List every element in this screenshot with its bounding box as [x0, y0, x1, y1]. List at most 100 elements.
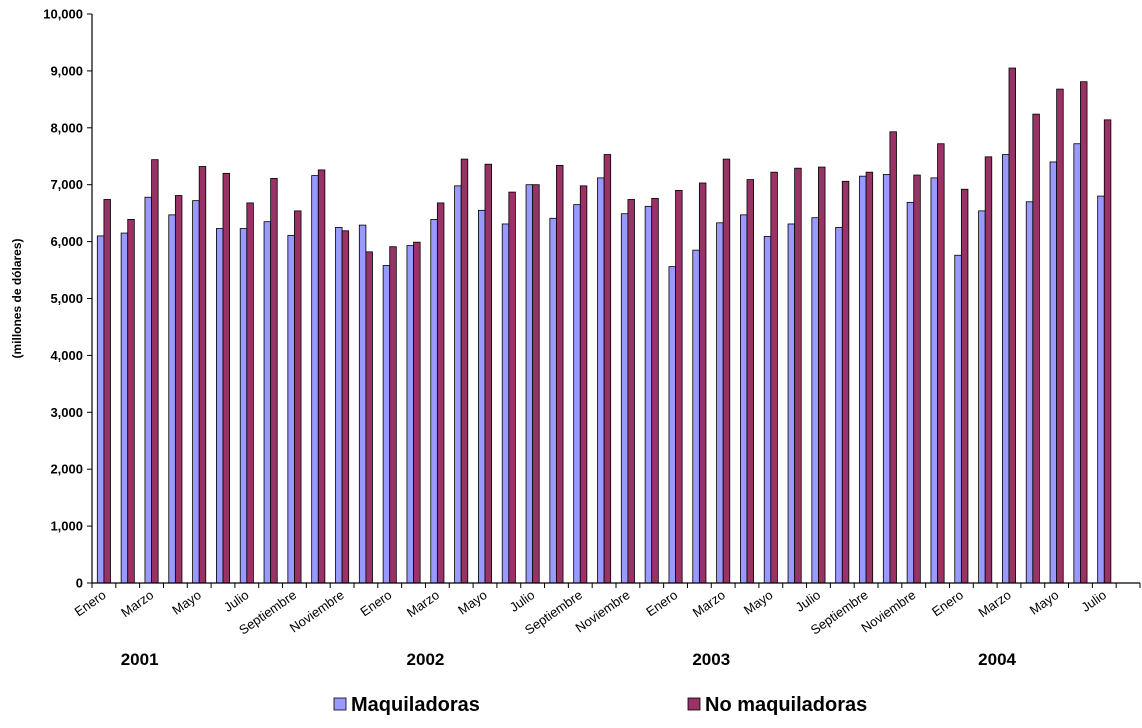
bar-maquiladoras: [573, 204, 581, 584]
bar-no-maquiladoras: [222, 172, 230, 584]
bars-group: [96, 67, 1112, 584]
bar-maquiladoras: [215, 228, 224, 584]
x-tick-label: Marzo: [690, 587, 728, 620]
bar-no-maquiladoras: [841, 180, 850, 584]
bar-maquiladoras: [406, 245, 414, 584]
y-tick-label: 1,000: [50, 519, 83, 534]
bar-no-maquiladoras: [651, 197, 659, 584]
year-labels-group: 2001 2002 2003 2004: [121, 650, 1017, 669]
bar-maquiladoras: [954, 254, 962, 584]
bar-maquiladoras: [477, 209, 486, 584]
bar-maquiladoras: [1073, 143, 1081, 584]
bar-no-maquiladoras: [365, 251, 373, 584]
y-tick-label: 10,000: [43, 7, 83, 22]
bar-no-maquiladoras: [341, 230, 350, 584]
bar-no-maquiladoras: [556, 164, 564, 584]
y-tick-label: 7,000: [50, 177, 83, 192]
x-tick-label: Marzo: [976, 587, 1014, 620]
bar-maquiladoras: [668, 266, 676, 584]
x-tick-label: Noviembre: [573, 587, 633, 635]
bar-maquiladoras: [1002, 154, 1010, 584]
bar-maquiladoras: [192, 200, 200, 584]
bar-no-maquiladoras: [103, 199, 111, 584]
bar-maquiladoras: [501, 223, 510, 584]
bar-maquiladoras: [454, 185, 462, 584]
y-tick-label: 6,000: [50, 234, 83, 249]
bar-maquiladoras: [859, 175, 867, 584]
bar-maquiladoras: [287, 234, 295, 584]
x-tick-label: Julio: [221, 587, 252, 615]
legend-label: Maquiladoras: [351, 694, 480, 716]
bar-no-maquiladoras: [770, 171, 778, 584]
x-tick-label: Marzo: [118, 587, 156, 620]
y-ticks-group: 0 1,000 2,000 3,000 4,000 5,000 6,000 7,000 8,00…: [43, 7, 92, 591]
bar-maquiladoras: [168, 214, 176, 584]
bar-maquiladoras: [597, 177, 605, 584]
bar-maquiladoras: [978, 210, 986, 584]
x-tick-label: Noviembre: [858, 587, 918, 635]
bar-no-maquiladoras: [579, 185, 588, 584]
y-tick-label: 9,000: [50, 63, 83, 78]
bar-no-maquiladoras: [794, 167, 802, 584]
bar-maquiladoras: [740, 214, 748, 584]
y-tick-label: 0: [76, 576, 83, 591]
bar-maquiladoras: [930, 177, 938, 584]
y-tick-label: 5,000: [50, 291, 83, 306]
bar-no-maquiladoras: [1008, 67, 1016, 584]
bar-maquiladoras: [1097, 195, 1105, 584]
x-tick-label: Julio: [793, 587, 824, 615]
bar-no-maquiladoras: [1080, 81, 1088, 584]
bar-no-maquiladoras: [508, 191, 516, 584]
bar-no-maquiladoras: [1103, 119, 1112, 584]
bar-maquiladoras: [716, 222, 724, 584]
bar-maquiladoras: [311, 175, 319, 584]
bar-no-maquiladoras: [460, 158, 469, 584]
bar-no-maquiladoras: [889, 131, 897, 584]
legend-label: No maquiladoras: [705, 694, 867, 716]
y-axis-label-group: (millones de dólares): [10, 238, 24, 358]
bar-maquiladoras: [1049, 161, 1058, 584]
bar-no-maquiladoras: [1032, 113, 1040, 584]
bar-maquiladoras: [644, 205, 653, 584]
bar-no-maquiladoras: [1056, 88, 1064, 584]
bar-maquiladoras: [239, 228, 248, 584]
bar-no-maquiladoras: [675, 189, 683, 584]
bar-no-maquiladoras: [722, 158, 731, 584]
bar-no-maquiladoras: [484, 163, 492, 584]
year-label: 2004: [978, 650, 1016, 669]
bar-no-maquiladoras: [627, 199, 635, 584]
bar-maquiladoras: [1025, 201, 1034, 584]
bar-no-maquiladoras: [818, 166, 826, 584]
bar-maquiladoras: [382, 265, 391, 584]
bar-no-maquiladoras: [984, 156, 993, 584]
bar-no-maquiladoras: [698, 182, 707, 584]
bar-no-maquiladoras: [246, 202, 254, 584]
x-tick-label: Mayo: [169, 587, 204, 618]
bar-maquiladoras: [120, 232, 129, 584]
x-tick-label: Enero: [929, 587, 966, 619]
bar-maquiladoras: [335, 226, 343, 584]
bar-no-maquiladoras: [151, 159, 159, 584]
y-tick-label: 2,000: [50, 462, 83, 477]
bar-maquiladoras: [763, 236, 772, 584]
x-tick-label: Noviembre: [287, 587, 347, 635]
year-label: 2002: [407, 650, 445, 669]
y-tick-label: 4,000: [50, 348, 83, 363]
bar-no-maquiladoras: [198, 166, 207, 584]
year-label: 2003: [692, 650, 730, 669]
bar-no-maquiladoras: [436, 202, 445, 584]
bar-maquiladoras: [263, 221, 272, 584]
bar-maquiladoras: [144, 196, 152, 584]
bar-no-maquiladoras: [746, 179, 754, 584]
bar-no-maquiladoras: [937, 143, 945, 584]
x-tick-label: Mayo: [1027, 587, 1062, 618]
bar-no-maquiladoras: [270, 178, 278, 584]
x-tick-label: Marzo: [404, 587, 442, 620]
bar-no-maquiladoras: [389, 246, 397, 584]
y-tick-label: 3,000: [50, 405, 83, 420]
bar-maquiladoras: [525, 184, 534, 584]
bar-no-maquiladoras: [317, 169, 326, 584]
